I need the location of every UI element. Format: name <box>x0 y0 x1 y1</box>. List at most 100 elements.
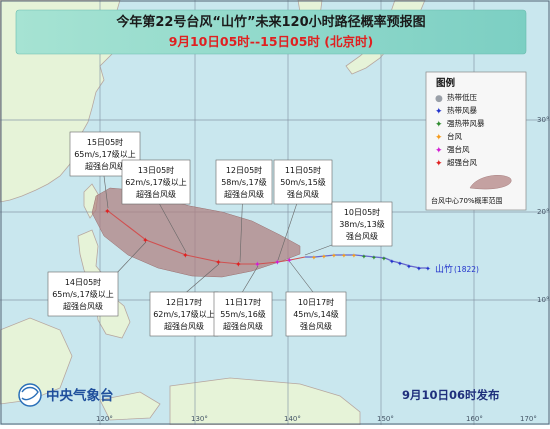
forecast-label-wind: 62m/s,17级以上 <box>125 177 187 187</box>
forecast-label-class: 强台风级 <box>346 231 378 241</box>
forecast-label-box: 11日05时 50m/s,15级 强台风级 <box>273 159 333 205</box>
legend-item: ✦ 强热带风暴 <box>435 118 485 130</box>
forecast-point-super-typhoon: ✦ <box>182 251 189 260</box>
forecast-label-wind: 58m/s,17级 <box>221 177 267 187</box>
lon-tick-label: 120° <box>96 415 113 423</box>
page-title: 今年第22号台风“山竹”未来120小时路径概率预报图 <box>115 14 425 30</box>
forecast-point-super-typhoon: ✦ <box>104 207 111 216</box>
legend-dot-icon: ✦ <box>435 159 443 169</box>
typhoon-marker: ✦ <box>321 253 327 261</box>
forecast-label-wind: 65m/s,17级以上 <box>74 149 136 159</box>
lon-tick-label: 140° <box>284 415 301 423</box>
forecast-point-strong-typhoon: ✦ <box>274 258 281 267</box>
lat-tick-label: 20° <box>537 208 549 216</box>
forecast-point-super-typhoon: ✦ <box>215 258 222 267</box>
forecast-label-time: 13日05时 <box>138 165 174 175</box>
legend-dot-icon: ✦ <box>435 120 443 130</box>
forecast-label-time: 12日17时 <box>166 297 202 307</box>
legend-item: ● 热带低压 <box>435 92 477 104</box>
forecast-label-time: 11日05时 <box>285 165 321 175</box>
severe-storm-marker: ✦ <box>361 253 367 261</box>
forecast-label-wind: 50m/s,15级 <box>280 177 326 187</box>
axis-labels: 120° 130° 140° 150° 160° 170° 10° 20° 30… <box>96 116 549 423</box>
past-track-markers: ✦ ✦ ✦ ✦ ✦ ✦ ✦ ✦ ✦ ✦ ✦ ✦ ✦ <box>311 252 431 273</box>
forecast-point-super-typhoon: ✦ <box>235 260 242 269</box>
legend-item-label: 热带风暴 <box>447 105 477 115</box>
legend-item-label: 超强台风 <box>447 157 477 167</box>
legend-item: ✦ 超强台风 <box>435 157 477 169</box>
agency-name: 中央气象台 <box>46 387 114 404</box>
title-banner: 今年第22号台风“山竹”未来120小时路径概率预报图 9月10日05时--15日… <box>15 9 527 55</box>
forecast-label-box: 12日17时 62m/s,17级以上 超强台风级 <box>149 291 219 337</box>
forecast-track <box>107 210 306 265</box>
tropical-storm-marker: ✦ <box>416 265 422 273</box>
forecast-label-class: 强台风级 <box>300 321 332 331</box>
forecast-label-class: 超强台风级 <box>63 301 103 311</box>
forecast-label-class: 超强台风级 <box>223 321 263 331</box>
forecast-point-strong-typhoon: ✦ <box>286 256 293 265</box>
tropical-storm-marker: ✦ <box>425 265 431 273</box>
forecast-point-strong-typhoon: ✦ <box>254 260 261 269</box>
forecast-label-time: 10日05时 <box>344 207 380 217</box>
legend-dot-icon: ✦ <box>435 107 443 117</box>
legend-box: 图例 ● 热带低压 ✦ 热带风暴 ✦ 强热带风暴 ✦ 台风 ✦ 强台风 ✦ 超强… <box>425 71 527 211</box>
forecast-label-class: 超强台风级 <box>224 189 264 199</box>
forecast-label-box: 10日17时 45m/s,14级 强台风级 <box>285 291 347 337</box>
typhoon-marker: ✦ <box>341 252 347 260</box>
forecast-label-box: 14日05时 65m/s,17级以上 超强台风级 <box>47 271 119 317</box>
lon-tick-label: 150° <box>377 415 394 423</box>
legend-item-label: 强台风 <box>447 144 470 154</box>
legend-title: 图例 <box>436 77 455 89</box>
forecast-label-box: 13日05时 62m/s,17级以上 超强台风级 <box>121 159 191 205</box>
legend-item-label: 强热带风暴 <box>447 118 485 128</box>
legend-item: ✦ 强台风 <box>435 144 470 156</box>
legend-item: ✦ 热带风暴 <box>435 105 477 117</box>
legend-dot-icon: ✦ <box>435 133 443 143</box>
storm-id-label: (1822) <box>454 265 479 274</box>
forecast-label-box: 10日05时 38m/s,13级 强台风级 <box>331 201 393 247</box>
legend-dot-icon: ● <box>435 94 443 104</box>
lat-tick-label: 10° <box>537 296 549 304</box>
forecast-label-time: 10日17时 <box>298 297 334 307</box>
forecast-label-wind: 38m/s,13级 <box>339 219 385 229</box>
forecast-points: ✦ ✦ ✦ ✦ ✦ ✦ ✦ ✦ <box>104 207 293 269</box>
forecast-label-class: 超强台风级 <box>85 161 125 171</box>
issue-time: 9月10日06时发布 <box>402 388 500 402</box>
legend-item: ✦ 台风 <box>435 131 462 143</box>
lon-tick-label: 130° <box>191 415 208 423</box>
probability-cone <box>91 187 301 278</box>
forecast-label-time: 12日05时 <box>226 165 262 175</box>
forecast-label-wind: 55m/s,16级 <box>220 309 266 319</box>
forecast-label-class: 超强台风级 <box>136 189 176 199</box>
storm-name-label: 山竹 <box>435 263 453 275</box>
forecast-label-time: 15日05时 <box>87 137 123 147</box>
legend-probability-swatch <box>469 175 512 190</box>
forecast-label-wind: 65m/s,17级以上 <box>52 289 114 299</box>
tropical-storm-marker: ✦ <box>406 263 412 271</box>
forecast-label-class: 强台风级 <box>287 189 319 199</box>
indonesia-islands <box>99 391 161 421</box>
past-track <box>305 254 428 269</box>
lon-tick-label: 160° <box>466 415 483 423</box>
forecast-label-wind: 62m/s,17级以上 <box>153 309 215 319</box>
forecast-label-time: 14日05时 <box>65 277 101 287</box>
typhoon-marker: ✦ <box>311 254 317 262</box>
page-subtitle: 9月10日05时--15日05时 (北京时) <box>169 34 373 49</box>
typhoon-marker: ✦ <box>331 252 337 260</box>
legend-item-label: 热带低压 <box>447 92 477 102</box>
lon-tick-label: 170° <box>520 415 537 423</box>
borneo-north <box>0 317 73 405</box>
lat-tick-label: 30° <box>537 116 549 124</box>
severe-storm-marker: ✦ <box>371 254 377 262</box>
forecast-label-time: 11日17时 <box>225 297 261 307</box>
typhoon-marker: ✦ <box>351 252 357 260</box>
forecast-labels: 15日05时 65m/s,17级以上 超强台风级 14日05时 65m/s,17… <box>47 131 393 337</box>
legend-item-label: 台风 <box>447 131 462 141</box>
tropical-storm-marker: ✦ <box>389 258 395 266</box>
tropical-storm-marker: ✦ <box>397 260 403 268</box>
forecast-label-wind: 45m/s,14级 <box>293 309 339 319</box>
forecast-label-box: 12日05时 58m/s,17级 超强台风级 <box>215 159 273 205</box>
